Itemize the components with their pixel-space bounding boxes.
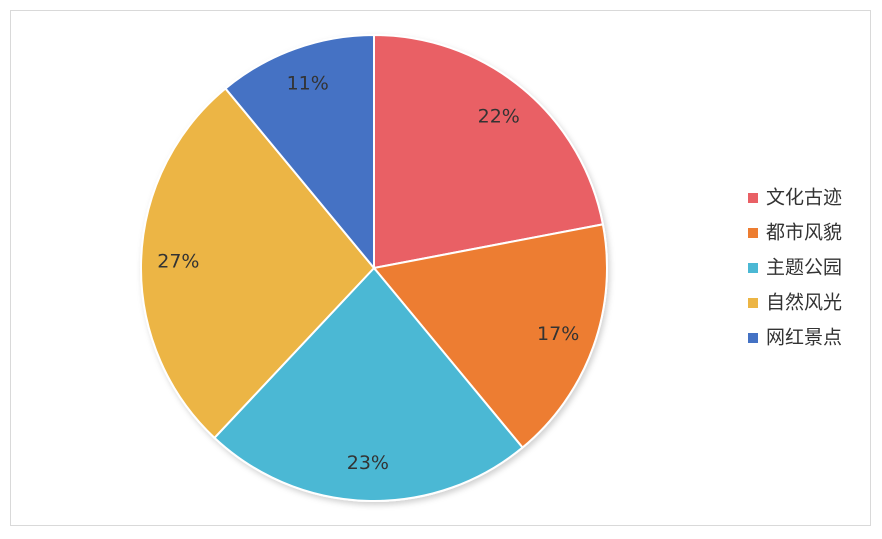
pie [140, 33, 608, 502]
pie-slice [224, 33, 375, 271]
pie-slice [373, 33, 605, 270]
value-label: 27% [157, 250, 199, 272]
pie-slice [213, 266, 524, 502]
legend-swatch [748, 228, 758, 238]
legend-swatch [748, 333, 758, 343]
chart-frame [10, 10, 871, 526]
pie-slice [140, 87, 376, 440]
value-label: 22% [478, 106, 520, 128]
value-label: 23% [347, 452, 389, 474]
legend-label: 主题公园 [766, 257, 842, 279]
pie-slice [372, 223, 608, 449]
legend-swatch [748, 298, 758, 308]
legend-swatch [748, 263, 758, 273]
value-label: 11% [287, 72, 329, 94]
legend-label: 网红景点 [766, 327, 842, 349]
value-label: 17% [537, 323, 579, 345]
legend-label: 自然风光 [766, 292, 842, 314]
legend-swatch [748, 193, 758, 203]
legend-label: 文化古迹 [766, 187, 842, 209]
legend-label: 都市风貌 [766, 222, 842, 244]
